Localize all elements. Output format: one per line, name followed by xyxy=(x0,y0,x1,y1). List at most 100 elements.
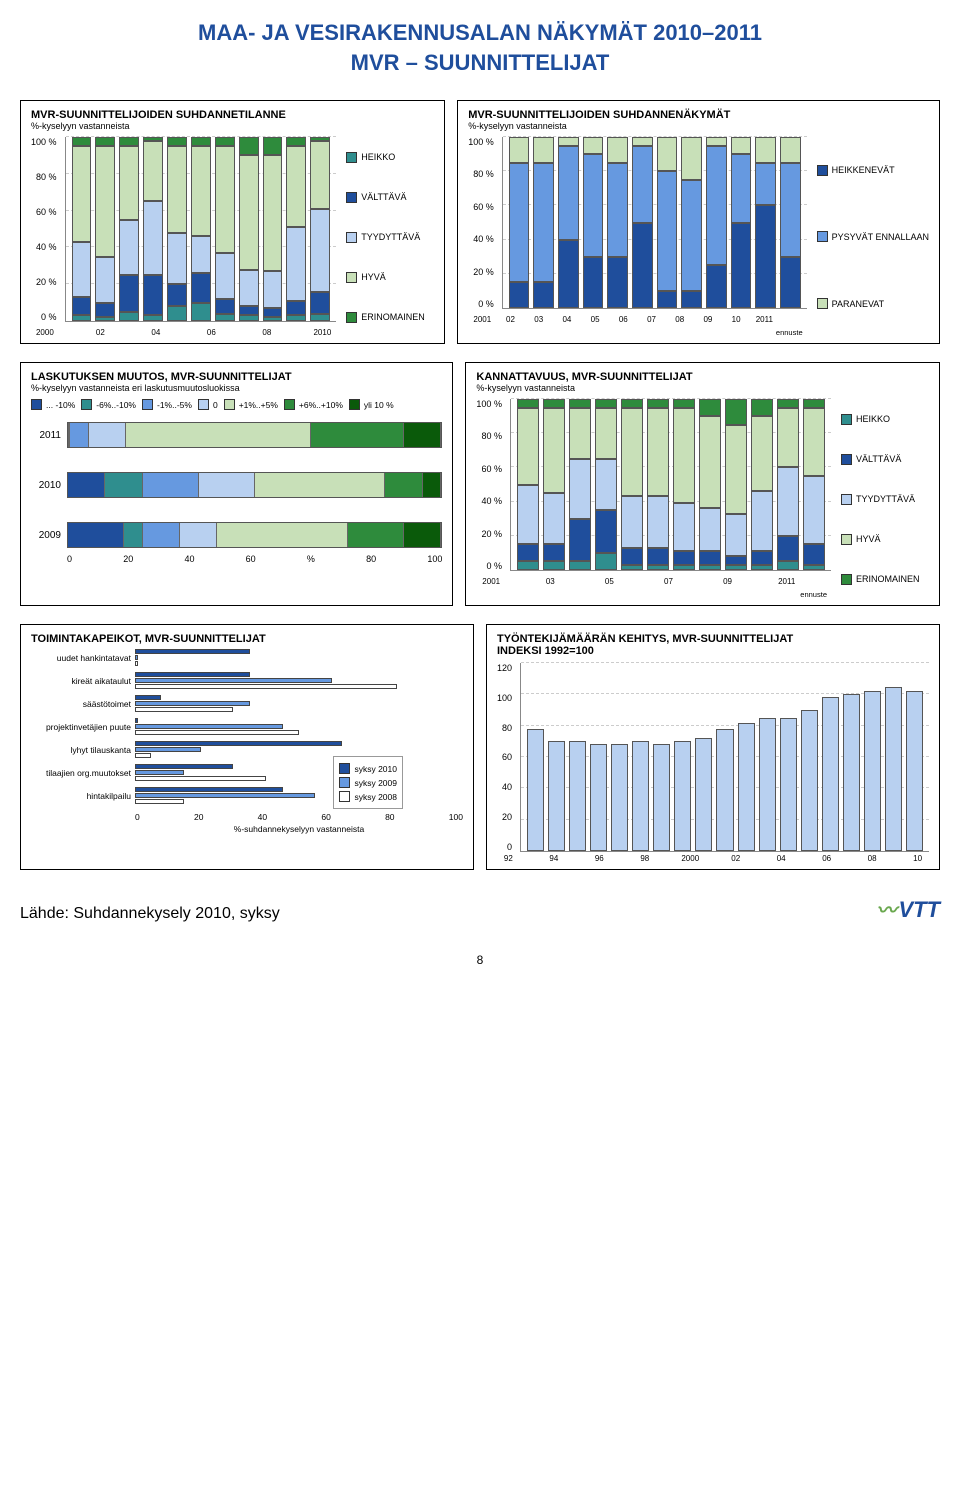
source-text: Lähde: Suhdannekysely 2010, syksy xyxy=(20,905,280,923)
xtick: 03 xyxy=(536,577,566,586)
xtick xyxy=(624,577,654,586)
bar-segment xyxy=(404,423,441,447)
bar-segment xyxy=(583,154,604,257)
bar xyxy=(906,691,923,851)
logo-tilde-icon: 〰 xyxy=(876,894,896,923)
legend-swatch-icon xyxy=(346,152,357,163)
bar-segment xyxy=(558,146,579,240)
bar-segment xyxy=(673,551,695,565)
bar-segment xyxy=(621,565,643,570)
legend-swatch-icon xyxy=(841,534,852,545)
chart6-area: 1201008060402009294969820000204060810 xyxy=(497,663,929,863)
xtick: 92 xyxy=(497,854,520,863)
bar-segment xyxy=(803,399,825,408)
legend-item: PARANEVAT xyxy=(817,298,929,309)
bar-segment xyxy=(777,467,799,535)
xtick: 09 xyxy=(694,315,722,324)
bar-segment xyxy=(543,544,565,561)
legend-swatch-icon xyxy=(817,298,828,309)
ytick: 40 % xyxy=(31,242,57,252)
bar-segment xyxy=(89,423,126,447)
bar-segment xyxy=(803,476,825,544)
bar xyxy=(653,744,670,851)
xtick xyxy=(702,854,725,863)
bar-segment xyxy=(543,493,565,544)
xtick xyxy=(683,577,713,586)
xtick: 2011 xyxy=(750,315,778,324)
bar-segment xyxy=(583,137,604,154)
ytick: 60 % xyxy=(468,202,494,212)
bar xyxy=(822,697,839,851)
bar-segment xyxy=(533,282,554,308)
ytick: 100 xyxy=(497,693,512,703)
bar xyxy=(517,399,539,570)
xtick xyxy=(611,854,634,863)
bar xyxy=(569,399,591,570)
bar-segment xyxy=(167,306,187,321)
legend-item: -6%..-10% xyxy=(81,399,136,410)
legend-item: TYYDYTTÄVÄ xyxy=(841,494,929,505)
bar-segment xyxy=(517,561,539,570)
bar-segment xyxy=(239,306,259,315)
chart3-legend: ... -10%-6%..-10%-1%..-5%0+1%..+5%+6%..+… xyxy=(31,399,442,410)
legend-swatch-icon xyxy=(346,192,357,203)
bar xyxy=(590,744,607,851)
xtick: 2001 xyxy=(468,315,496,324)
grouped-bar xyxy=(135,747,201,752)
grouped-bar xyxy=(135,672,250,677)
xtick: 2000 xyxy=(679,854,702,863)
grouped-bar xyxy=(135,661,138,666)
bar xyxy=(738,723,755,851)
bar-segment xyxy=(239,155,259,269)
chart6-sub: INDEKSI 1992=100 xyxy=(497,645,929,657)
grouped-bar xyxy=(135,764,233,769)
bar-segment xyxy=(310,314,330,321)
ytick: 80 % xyxy=(476,431,502,441)
legend-label: +6%..+10% xyxy=(299,400,343,410)
row-label: uudet hankintatavat xyxy=(31,653,131,663)
legend-swatch-icon xyxy=(346,312,357,323)
bar xyxy=(595,399,617,570)
bar-segment xyxy=(119,137,139,146)
legend-item: ERINOMAINEN xyxy=(841,574,929,585)
legend-label: syksy 2010 xyxy=(354,764,397,774)
legend-label: yli 10 % xyxy=(364,400,394,410)
legend-label: VÄLTTÄVÄ xyxy=(856,454,901,464)
xtick: 2010 xyxy=(309,328,337,337)
bar-segment xyxy=(119,312,139,321)
legend-swatch-icon xyxy=(346,232,357,243)
bar-segment xyxy=(673,503,695,551)
grouped-bar xyxy=(135,753,151,758)
bar xyxy=(611,744,628,851)
bar-segment xyxy=(286,301,306,316)
bar-segment xyxy=(699,508,721,551)
legend-item: syksy 2009 xyxy=(339,777,397,788)
bar xyxy=(569,741,586,851)
bar-segment xyxy=(72,137,92,146)
xtick: 10 xyxy=(722,315,750,324)
bar xyxy=(548,741,565,851)
legend-label: HYVÄ xyxy=(361,272,386,282)
bar-segment xyxy=(777,536,799,562)
bar xyxy=(72,137,92,321)
row-3: TOIMINTAKAPEIKOT, MVR-SUUNNITTELIJAT uud… xyxy=(20,624,940,870)
bar-segment xyxy=(751,551,773,565)
bar-segment xyxy=(215,137,235,146)
chart4-legend: HEIKKOVÄLTTÄVÄTYYDYTTÄVÄHYVÄERINOMAINEN xyxy=(837,399,929,599)
legend-label: +1%..+5% xyxy=(239,400,278,410)
xtick: 20 xyxy=(194,812,203,822)
ytick: 120 xyxy=(497,663,512,673)
bar xyxy=(801,710,818,851)
bar-segment xyxy=(699,565,721,570)
chart4-title: KANNATTAVUUS, MVR-SUUNNITTELIJAT xyxy=(476,371,929,383)
xtick: 04 xyxy=(142,328,170,337)
bar-segment xyxy=(558,240,579,308)
bar-segment xyxy=(191,303,211,321)
bar xyxy=(543,399,565,570)
row-label: säästötoimet xyxy=(31,699,131,709)
legend-label: PYSYVÄT ENNALLAAN xyxy=(832,232,929,242)
bar-segment xyxy=(621,548,643,565)
bar-segment xyxy=(72,146,92,242)
bneck-row: kireät aikataulut xyxy=(31,672,463,689)
xtick: 06 xyxy=(815,854,838,863)
